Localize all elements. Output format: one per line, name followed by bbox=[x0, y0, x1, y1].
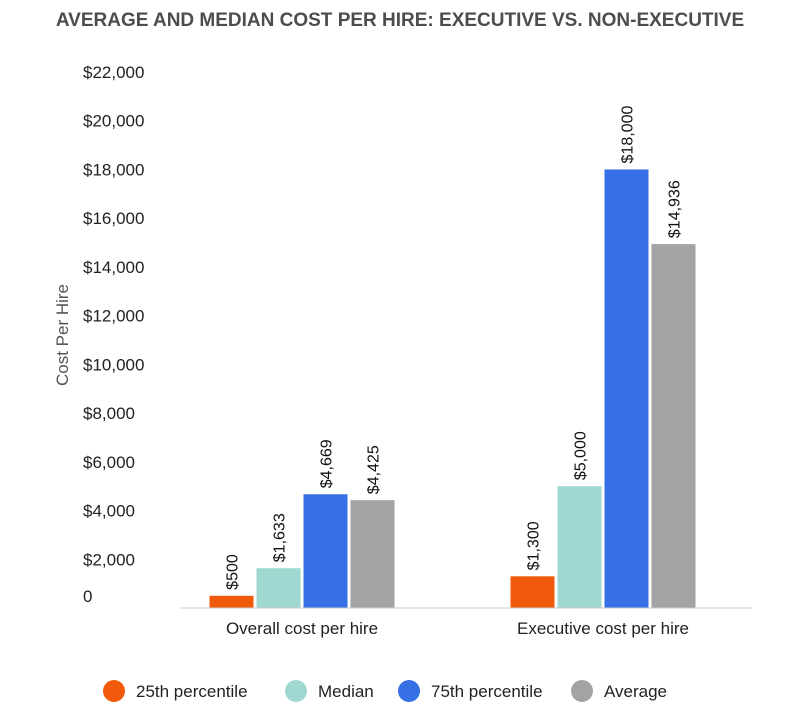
legend-swatch bbox=[571, 680, 593, 702]
data-label: $500 bbox=[225, 554, 242, 590]
legend-swatch bbox=[285, 680, 307, 702]
legend-label: 75th percentile bbox=[431, 682, 543, 701]
data-label: $4,669 bbox=[319, 439, 336, 488]
bars bbox=[209, 169, 696, 609]
y-tick-label: $4,000 bbox=[83, 502, 135, 521]
x-category-label: Executive cost per hire bbox=[517, 619, 689, 638]
legend-swatch bbox=[103, 680, 125, 702]
legend-label: 25th percentile bbox=[136, 682, 248, 701]
y-tick-label: $6,000 bbox=[83, 453, 135, 472]
y-tick-label: $20,000 bbox=[83, 112, 144, 131]
y-tick-label: $8,000 bbox=[83, 404, 135, 423]
chart-title: AVERAGE AND MEDIAN COST PER HIRE: EXECUT… bbox=[56, 10, 744, 31]
y-tick-label: $12,000 bbox=[83, 307, 144, 326]
y-tick-label: $22,000 bbox=[83, 63, 144, 82]
y-tick-label: $10,000 bbox=[83, 355, 144, 374]
y-tick-label: $2,000 bbox=[83, 550, 135, 569]
legend-swatch bbox=[398, 680, 420, 702]
y-axis-label: Cost Per Hire bbox=[53, 284, 72, 386]
data-label: $14,936 bbox=[667, 180, 684, 238]
y-tick-label: $18,000 bbox=[83, 160, 144, 179]
bar-25th-percentile-executive bbox=[510, 576, 555, 608]
y-axis-ticks: 0 $2,000 $4,000 $6,000 $8,000 $10,000 $12,000 $… bbox=[83, 63, 144, 606]
bar-average-overall bbox=[350, 500, 395, 608]
bar-25th-percentile-overall bbox=[209, 595, 254, 608]
bar-75th-percentile-overall bbox=[303, 494, 348, 608]
y-tick-label: 0 bbox=[83, 587, 92, 606]
y-tick-label: $14,000 bbox=[83, 258, 144, 277]
legend-label: Median bbox=[318, 682, 374, 701]
legend: 25th percentile Median 75th percentile Aver… bbox=[103, 680, 667, 702]
x-axis-categories: Overall cost per hire Executive cost per … bbox=[226, 619, 689, 638]
bar-average-executive bbox=[651, 244, 696, 608]
data-label: $18,000 bbox=[620, 106, 637, 164]
data-label: $5,000 bbox=[573, 431, 590, 480]
bar-median-overall bbox=[256, 568, 301, 608]
y-tick-label: $16,000 bbox=[83, 209, 144, 228]
bar-median-executive bbox=[557, 486, 602, 608]
x-category-label: Overall cost per hire bbox=[226, 619, 378, 638]
data-label: $4,425 bbox=[366, 445, 383, 494]
data-label: $1,633 bbox=[272, 513, 289, 562]
legend-label: Average bbox=[604, 682, 667, 701]
data-label: $1,300 bbox=[526, 521, 543, 570]
data-labels: $500 $1,633 $4,669 $4,425 $1,300 $5,000 $18,00… bbox=[225, 106, 684, 590]
bar-75th-percentile-executive bbox=[604, 169, 649, 609]
